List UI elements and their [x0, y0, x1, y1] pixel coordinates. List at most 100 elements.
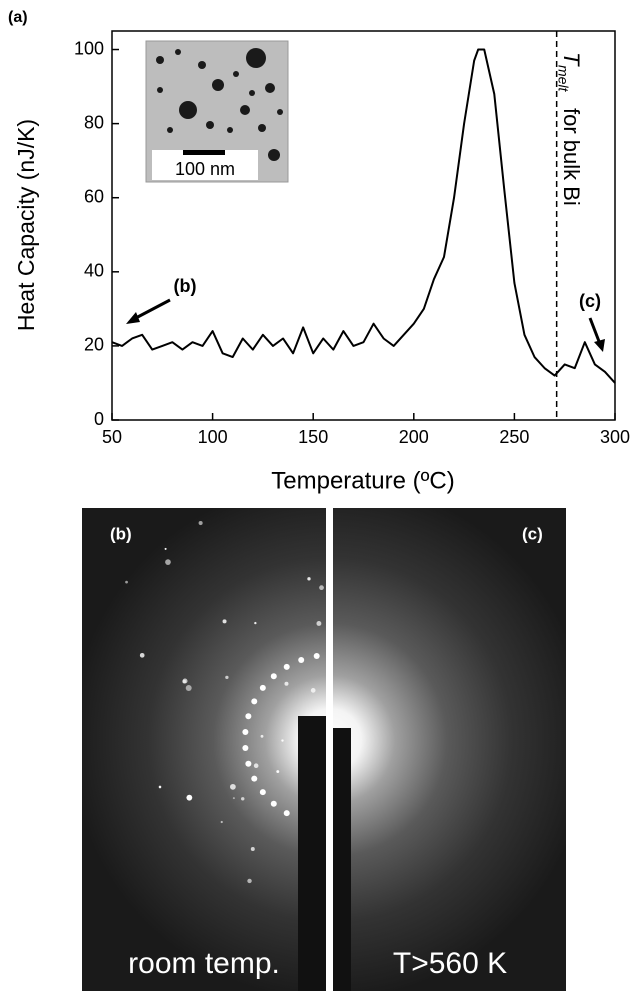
diffraction-spot: [186, 794, 193, 801]
y-tick-label: 40: [84, 261, 104, 281]
diffraction-spot: [283, 663, 290, 670]
diffraction-spot: [297, 499, 299, 501]
melt-symbol: T: [559, 52, 584, 67]
diffraction-spot: [289, 496, 291, 498]
diffraction-spot: [185, 685, 192, 692]
particle: [265, 83, 275, 93]
plot-frame: [111, 30, 616, 421]
y-tick-label: 60: [84, 186, 104, 206]
diffraction-spot: [270, 673, 277, 680]
particle: [240, 105, 250, 115]
diffraction-spot: [198, 521, 203, 526]
diffraction-spot: [242, 744, 249, 751]
particle: [206, 121, 214, 129]
particle: [167, 127, 173, 133]
particle: [212, 79, 224, 91]
diffraction-spot: [165, 559, 171, 565]
beam-stop: [298, 716, 326, 991]
diffraction-spot: [251, 698, 258, 705]
diffraction-spot: [247, 878, 252, 884]
diffraction-spot: [276, 770, 280, 774]
plot: 50 100 150 200 250 300 0 20 40 60 80 100: [74, 30, 630, 447]
arrow-head: [126, 312, 140, 324]
diffraction-spot: [250, 847, 255, 852]
diffraction-right: [333, 508, 566, 991]
image-caption: T>560 K: [393, 947, 507, 980]
diffraction-spot: [281, 739, 284, 742]
particle: [249, 90, 255, 96]
image-label: (c): [522, 524, 543, 543]
y-tick-label: 80: [84, 112, 104, 132]
scale-bar: [183, 150, 225, 155]
diffraction-spot: [316, 621, 322, 626]
diffraction-spot: [254, 621, 257, 625]
diffraction-spot: [242, 729, 249, 736]
particle: [157, 87, 163, 93]
y-tick-label: 100: [74, 38, 104, 58]
particle: [175, 49, 181, 55]
x-axis-label: Temperature (ºC): [271, 467, 454, 494]
diffraction-spot: [182, 678, 188, 684]
y-axis-label: Heat Capacity (nJ/K): [13, 119, 39, 331]
diffraction-spot: [270, 800, 277, 807]
melt-text: for bulk Bi: [559, 108, 584, 206]
arrow-head: [594, 339, 605, 352]
particle: [233, 71, 239, 77]
particle: [268, 149, 280, 161]
annotation: (b): [174, 276, 197, 296]
annotation: (c): [579, 291, 601, 311]
diffraction-spot: [164, 547, 167, 550]
x-tick-label: 50: [102, 427, 122, 447]
data-line: [111, 48, 616, 384]
particle: [179, 101, 197, 119]
diffraction-spot: [307, 577, 311, 581]
spots: [125, 496, 583, 884]
diffraction-spot: [125, 580, 128, 584]
diffraction-spot: [580, 739, 583, 742]
arrow: [131, 298, 171, 322]
diffraction-spot: [260, 734, 264, 738]
diffraction-background: [82, 508, 326, 991]
diffraction-spot: [329, 692, 332, 695]
diffraction-spot: [313, 653, 320, 660]
y-tick-label: 0: [94, 409, 104, 429]
inset-image: 100 nm: [145, 40, 289, 183]
particles: [156, 48, 283, 161]
particle: [156, 56, 164, 64]
diffraction-spot: [259, 789, 266, 796]
diffraction-spot: [232, 797, 235, 800]
melt-label: T melt for bulk Bi: [555, 52, 584, 206]
particle: [258, 124, 266, 132]
diffraction-spot: [139, 652, 145, 658]
particle: [198, 61, 206, 69]
diffraction-spot: [295, 496, 300, 501]
melt-subscript: melt: [555, 65, 571, 93]
diffraction-spot: [245, 760, 252, 767]
particle: [246, 48, 266, 68]
diffraction-spot: [319, 585, 324, 591]
diffraction-spot: [222, 619, 227, 624]
diffraction-spot: [225, 675, 229, 680]
diffraction-spot: [259, 684, 266, 691]
diffraction-spot: [158, 785, 162, 789]
arrow: [588, 317, 602, 345]
diffraction-left: [82, 496, 583, 991]
diffraction-spot: [245, 713, 252, 720]
diffraction-spot: [298, 657, 305, 664]
image-caption: room temp.: [128, 947, 280, 980]
diffraction-spot: [253, 763, 259, 769]
diffraction-spot: [284, 681, 289, 686]
x-tick-label: 100: [198, 427, 228, 447]
diffraction-background: [333, 508, 566, 991]
diffraction-spot: [283, 810, 290, 817]
diffraction-spot: [251, 775, 258, 782]
scale-bar-label: 100 nm: [175, 159, 235, 179]
x-tick-label: 300: [600, 427, 630, 447]
particle: [227, 127, 233, 133]
diffraction-spot: [220, 820, 223, 824]
diffraction-spot: [230, 783, 236, 790]
panel-label: (a): [8, 9, 28, 26]
particle: [277, 109, 283, 115]
